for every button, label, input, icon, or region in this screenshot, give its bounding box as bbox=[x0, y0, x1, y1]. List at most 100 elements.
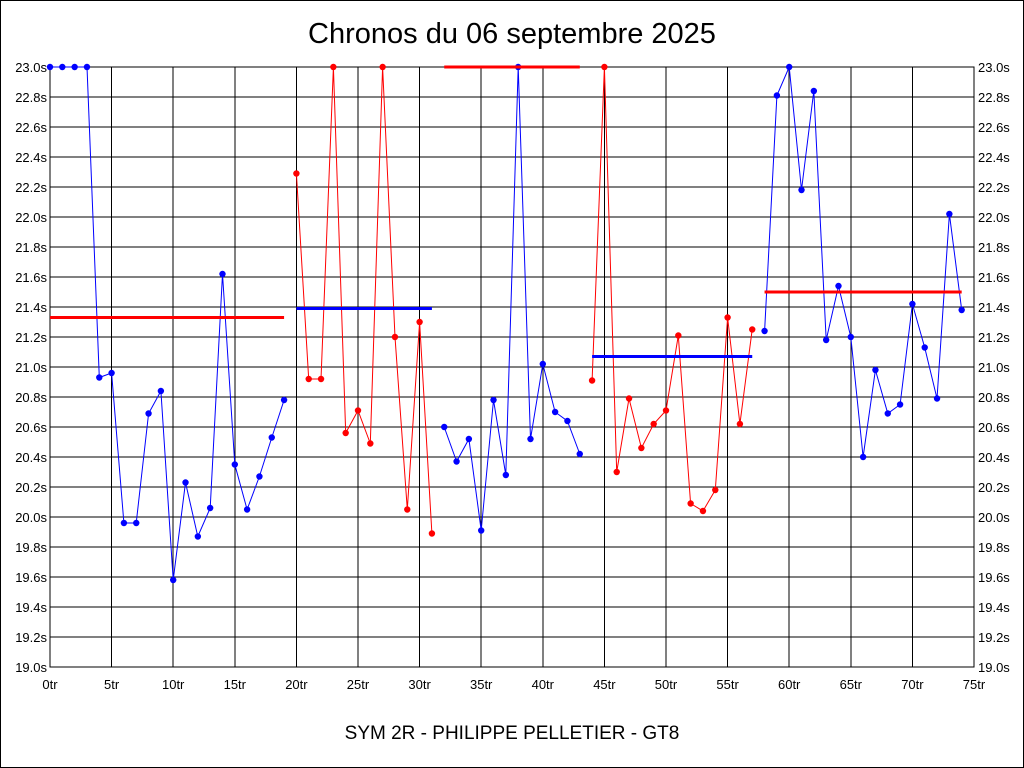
data-point bbox=[798, 186, 805, 194]
data-point bbox=[773, 92, 781, 99]
y-tick-label-right: 20.0s bbox=[978, 510, 1010, 525]
data-point bbox=[822, 336, 830, 344]
data-point bbox=[601, 63, 608, 71]
data-point bbox=[157, 387, 165, 395]
data-point bbox=[293, 170, 300, 177]
y-tick-label-right: 22.8s bbox=[978, 90, 1010, 105]
data-point bbox=[416, 318, 423, 326]
data-point bbox=[699, 507, 707, 515]
y-tick-label-right: 19.0s bbox=[978, 660, 1010, 675]
data-point bbox=[884, 410, 891, 417]
data-point bbox=[133, 519, 140, 527]
y-tick-label-right: 20.2s bbox=[978, 480, 1010, 495]
chart-title: Chronos du 06 septembre 2025 bbox=[308, 18, 716, 50]
data-point bbox=[847, 333, 854, 341]
data-point bbox=[576, 450, 583, 458]
y-tick-label-right: 21.2s bbox=[978, 330, 1010, 345]
x-tick-label: 5tr bbox=[104, 677, 120, 692]
data-point bbox=[170, 576, 177, 584]
y-tick-label-left: 22.8s bbox=[15, 90, 47, 105]
y-tick-label-left: 19.8s bbox=[15, 540, 47, 555]
x-tick-label: 65tr bbox=[840, 677, 863, 692]
data-point bbox=[613, 468, 620, 476]
data-point bbox=[219, 270, 226, 278]
data-point bbox=[835, 282, 842, 290]
y-tick-label-right: 22.6s bbox=[978, 120, 1010, 135]
data-point bbox=[490, 396, 497, 404]
data-point bbox=[354, 407, 362, 414]
data-point bbox=[958, 306, 965, 314]
data-point bbox=[749, 326, 756, 333]
y-tick-label-right: 23.0s bbox=[978, 60, 1010, 75]
x-tick-label: 60tr bbox=[778, 677, 801, 692]
data-point bbox=[367, 440, 374, 447]
x-tick-label: 25tr bbox=[347, 677, 370, 692]
data-point bbox=[71, 63, 78, 71]
data-point bbox=[502, 471, 510, 479]
y-tick-label-right: 19.6s bbox=[978, 570, 1010, 585]
y-tick-label-left: 21.4s bbox=[15, 300, 47, 315]
data-point bbox=[441, 423, 448, 431]
data-point bbox=[145, 410, 152, 417]
y-tick-label-left: 20.4s bbox=[15, 450, 47, 465]
x-tick-label: 15tr bbox=[224, 677, 247, 692]
series-line bbox=[443, 66, 581, 531]
y-tick-label-left: 22.2s bbox=[15, 180, 47, 195]
data-point bbox=[564, 417, 571, 425]
data-point bbox=[736, 420, 744, 428]
data-point bbox=[675, 332, 682, 339]
y-tick-label-right: 22.2s bbox=[978, 180, 1010, 195]
x-tick-label: 10tr bbox=[162, 677, 185, 692]
data-point bbox=[662, 407, 670, 414]
y-tick-label-left: 20.8s bbox=[15, 390, 47, 405]
data-point bbox=[391, 333, 399, 341]
x-tick-label: 45tr bbox=[593, 677, 616, 692]
y-tick-label-left: 20.6s bbox=[15, 420, 47, 435]
y-tick-label-left: 19.4s bbox=[15, 600, 47, 615]
data-point bbox=[182, 479, 189, 486]
data-point bbox=[859, 453, 867, 461]
y-tick-label-right: 20.4s bbox=[978, 450, 1010, 465]
x-tick-label: 0tr bbox=[42, 677, 58, 692]
y-tick-label-left: 22.4s bbox=[15, 150, 47, 165]
series-line bbox=[50, 66, 285, 581]
data-point bbox=[933, 395, 941, 402]
x-tick-label: 75tr bbox=[963, 677, 986, 692]
y-tick-label-right: 19.4s bbox=[978, 600, 1010, 615]
data-point bbox=[342, 429, 349, 437]
data-point bbox=[761, 327, 768, 335]
y-tick-label-left: 21.6s bbox=[15, 270, 47, 285]
data-point bbox=[108, 369, 115, 377]
y-tick-label-right: 19.2s bbox=[978, 630, 1010, 645]
y-tick-label-left: 20.2s bbox=[15, 480, 47, 495]
data-point bbox=[206, 504, 214, 512]
data-point bbox=[465, 435, 473, 443]
data-point bbox=[256, 473, 263, 480]
data-point bbox=[231, 461, 238, 468]
data-point bbox=[330, 63, 337, 71]
data-point bbox=[588, 377, 596, 384]
data-point bbox=[317, 375, 325, 383]
data-point bbox=[625, 395, 633, 402]
y-tick-label-right: 21.6s bbox=[978, 270, 1010, 285]
x-tick-label: 55tr bbox=[716, 677, 739, 692]
y-tick-label-right: 20.8s bbox=[978, 390, 1010, 405]
y-tick-label-left: 20.0s bbox=[15, 510, 47, 525]
data-point bbox=[786, 63, 793, 71]
x-tick-label: 70tr bbox=[901, 677, 924, 692]
data-point bbox=[551, 408, 559, 416]
y-tick-label-right: 21.0s bbox=[978, 360, 1010, 375]
y-tick-label-right: 22.0s bbox=[978, 210, 1010, 225]
y-tick-label-right: 21.4s bbox=[978, 300, 1010, 315]
y-tick-label-left: 19.6s bbox=[15, 570, 47, 585]
data-point bbox=[428, 530, 436, 537]
data-point bbox=[810, 87, 818, 95]
y-tick-label-left: 19.0s bbox=[15, 660, 47, 675]
y-tick-label-left: 22.6s bbox=[15, 120, 47, 135]
x-tick-label: 40tr bbox=[532, 677, 555, 692]
data-point bbox=[638, 444, 645, 452]
data-point bbox=[379, 63, 386, 71]
y-tick-label-left: 19.2s bbox=[15, 630, 47, 645]
